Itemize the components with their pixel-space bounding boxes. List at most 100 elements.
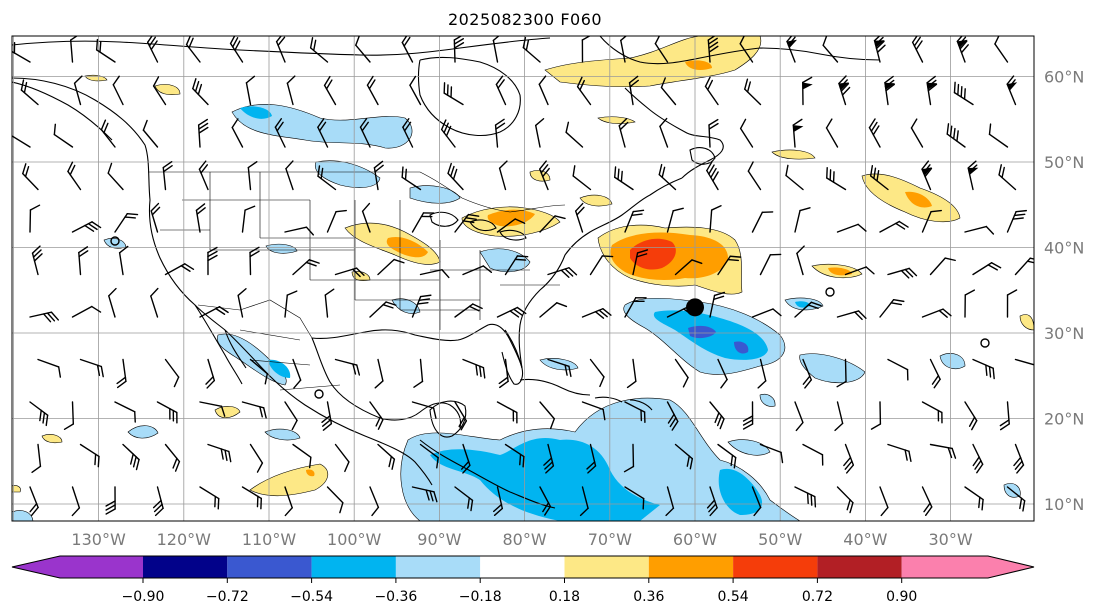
small-positive-9 (154, 84, 181, 96)
wind-barb (460, 443, 471, 474)
wind-barb (454, 401, 468, 431)
colorbar-segment (648, 556, 734, 578)
wind-barb (964, 401, 978, 431)
wind-barb (241, 205, 256, 233)
us-mexico-border (197, 299, 313, 339)
wind-barb (836, 310, 867, 321)
wind-barb (836, 486, 854, 514)
small-negative-10 (265, 243, 298, 254)
alaska-coast (12, 81, 113, 141)
colorbar-segment (817, 556, 902, 578)
wind-barb (285, 160, 294, 191)
anomaly-shading (12, 36, 1034, 521)
wind-barb (12, 42, 31, 63)
longitude-label: 60°W (673, 530, 717, 549)
wind-barb (659, 117, 669, 148)
wind-barb (53, 123, 74, 148)
wind-barb (751, 308, 782, 318)
great-lakes-negative (409, 185, 461, 204)
latitude-label: 50°N (1044, 153, 1084, 172)
wind-barb (496, 401, 518, 424)
wind-barb (794, 401, 804, 432)
wind-barb (231, 118, 244, 148)
wind-barb (185, 36, 201, 63)
wind-barb (146, 36, 159, 63)
pacific-coastline (12, 77, 433, 486)
wind-barb (108, 287, 117, 318)
wind-barb (107, 162, 124, 191)
wind-barb (237, 288, 247, 318)
wind-barb (63, 401, 75, 431)
wind-barb (964, 225, 995, 235)
latitude-label: 20°N (1044, 410, 1084, 429)
wind-barb (29, 204, 41, 233)
wind-barb (440, 119, 456, 148)
map-area (12, 36, 1034, 521)
colorbar-segment (143, 556, 228, 578)
wind-barb (324, 288, 335, 318)
wind-barb (1006, 75, 1018, 106)
wind-barb (241, 401, 267, 419)
calm-wind-circles (110, 236, 990, 399)
wind-barb (757, 358, 767, 389)
wind-barb (454, 303, 483, 318)
colorbar-segment (901, 556, 988, 578)
wind-barb (286, 75, 296, 106)
wind-barb (493, 486, 503, 517)
wind-barb (751, 211, 774, 233)
calm-circle (110, 236, 120, 246)
wind-barb (589, 255, 614, 276)
wind-barb (879, 486, 889, 517)
colorbar-over-extension (987, 556, 1034, 578)
wind-barb (150, 287, 159, 318)
wind-barb (967, 160, 979, 191)
wind-barb (1014, 358, 1034, 367)
wind-barb (624, 401, 646, 424)
atlantic-positive-core (630, 238, 676, 270)
colorbar-outline (11, 555, 1035, 579)
wind-barb (199, 486, 220, 510)
wind-barb (929, 358, 941, 389)
greenland-coast (599, 36, 881, 65)
wind-barb (576, 76, 592, 106)
wind-barb (156, 401, 178, 424)
wind-barb (326, 209, 347, 233)
wind-barb (29, 401, 49, 427)
colorbar-tick-label: −0.54 (290, 589, 333, 605)
wind-barb (581, 36, 593, 63)
wind-barb (284, 401, 298, 431)
calm-circle (825, 287, 835, 297)
wind-barb (419, 443, 439, 469)
longitude-label: 130°W (71, 530, 126, 549)
colorbar-tick-label: −0.90 (122, 589, 165, 605)
wind-barb (71, 221, 102, 233)
gulf-coast (311, 323, 523, 369)
wind-barb (284, 290, 298, 318)
wind-barb (12, 124, 31, 148)
wind-barb (717, 255, 742, 276)
wind-barb (105, 486, 116, 515)
wind-barb (618, 117, 629, 148)
wind-barb (539, 302, 568, 318)
wind-barb (794, 207, 811, 233)
wind-barb (747, 161, 762, 191)
longitude-label: 70°W (588, 530, 632, 549)
wind-barb (411, 212, 435, 233)
storm-center-marker (686, 298, 704, 317)
wind-barb (1014, 257, 1034, 276)
small-negative-7 (727, 439, 771, 456)
wind-barb (624, 209, 645, 233)
wind-barb (572, 165, 592, 191)
wind-barb (334, 443, 350, 473)
wind-barb (443, 82, 464, 106)
wind-barb (275, 36, 286, 63)
colorbar-segment (733, 556, 818, 578)
wind-barb (241, 486, 262, 510)
wind-barb (704, 76, 719, 106)
wind-barb (95, 38, 116, 63)
wind-barb (658, 163, 677, 191)
wind-barb (162, 161, 173, 191)
wind-barb (717, 358, 728, 389)
wind-barb (953, 81, 974, 106)
longitude-labels: 130°W 120°W 110°W 100°W 90°W 80°W 70°W 60°W 50°W… (71, 530, 972, 549)
